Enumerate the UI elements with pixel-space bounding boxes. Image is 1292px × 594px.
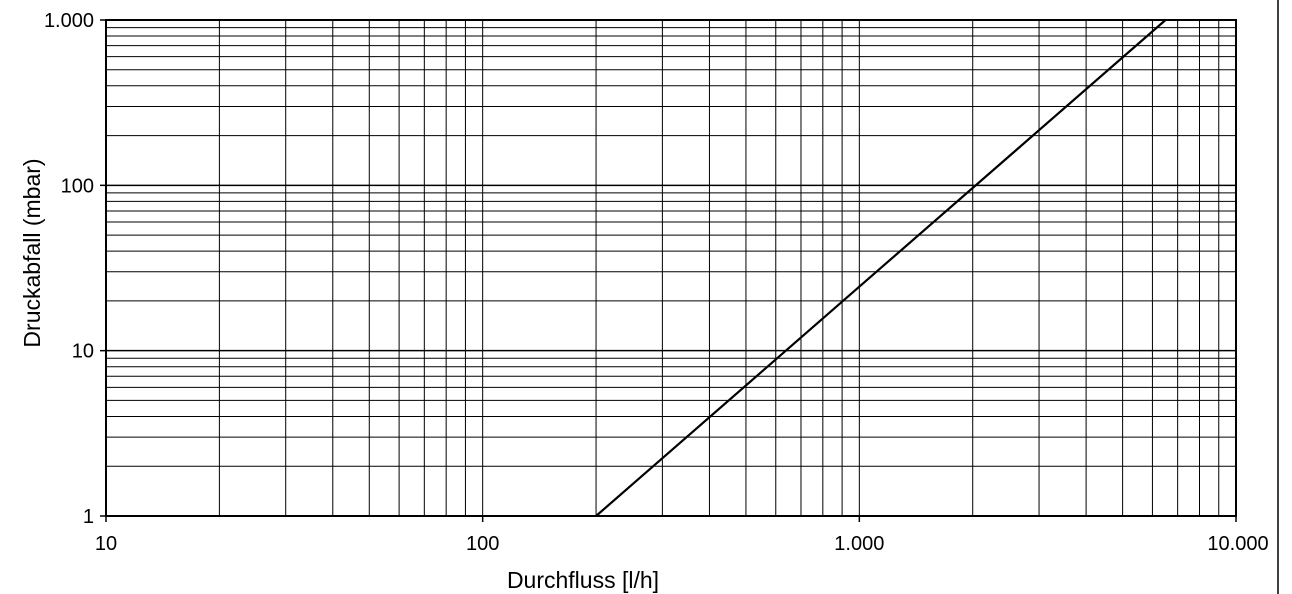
y-tick-label: 100 [61,175,94,197]
plot-frame [105,19,1237,517]
grid-lines [106,20,1236,516]
series-lines [595,19,1167,517]
y-tick-label: 10 [72,341,94,363]
y-tick-label: 1 [83,506,94,528]
y-tick-label: 1.000 [44,10,94,32]
x-tick-label: 10.000 [1207,533,1268,555]
x-tick-label: 100 [466,533,499,555]
series-line [595,19,1167,517]
x-tick-label: 1.000 [834,533,884,555]
y-axis-title: Druckabfall (mbar) [19,158,45,347]
x-axis-title: Durchfluss [l/h] [507,567,659,593]
x-tick-label: 10 [95,533,117,555]
